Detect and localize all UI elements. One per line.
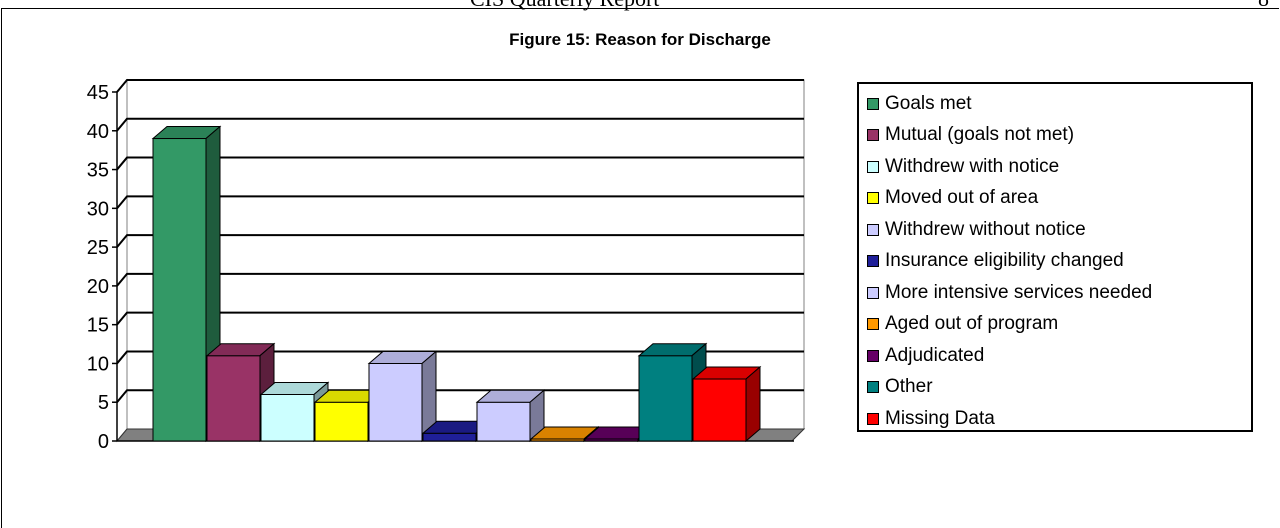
legend-item: Withdrew with notice — [867, 151, 1251, 183]
gridline — [116, 79, 804, 93]
legend-swatch — [867, 412, 879, 425]
y-tick-label: 0 — [98, 431, 109, 453]
y-tick-label: 45 — [87, 82, 109, 104]
legend-swatch — [867, 381, 879, 394]
page-header-title: CIS Quarterly Report — [470, 0, 659, 12]
y-tick-labels: 0 5 10 15 20 25 30 35 40 45 — [87, 82, 109, 453]
bars — [151, 125, 762, 443]
legend-label: Insurance eligibility changed — [885, 250, 1124, 272]
legend-item: More intensive services needed — [867, 277, 1251, 309]
gridline — [116, 156, 804, 171]
legend-label: Other — [885, 376, 933, 398]
legend-swatch — [867, 255, 879, 268]
gridlines — [116, 79, 804, 403]
legend-label: Withdrew without notice — [885, 218, 1086, 240]
legend-label: Mutual (goals not met) — [885, 124, 1075, 146]
legend-item: Goals met — [867, 88, 1251, 120]
legend-item: Insurance eligibility changed — [867, 246, 1251, 278]
chart-frame — [1, 8, 1279, 528]
y-tick-label: 30 — [87, 198, 109, 220]
y-tick-label: 10 — [87, 353, 109, 375]
legend-swatch — [867, 97, 879, 110]
y-tick-label: 40 — [87, 121, 109, 143]
bar — [691, 365, 762, 443]
legend-swatch — [867, 286, 879, 299]
y-tick-label: 20 — [87, 276, 109, 298]
legend-label: Aged out of program — [885, 313, 1059, 335]
bar — [475, 389, 546, 443]
bar — [151, 125, 222, 443]
legend-item: Aged out of program — [867, 309, 1251, 341]
bar-chart: 0 5 10 15 20 25 30 35 40 45 — [87, 78, 806, 453]
gridline — [116, 234, 804, 248]
gridline — [116, 117, 804, 132]
y-tick-label: 25 — [87, 237, 109, 259]
chart-title: Figure 15: Reason for Discharge — [509, 30, 771, 49]
legend-label: More intensive services needed — [885, 281, 1153, 303]
gridline — [116, 389, 804, 403]
legend-swatch — [867, 160, 879, 173]
legend-swatch — [867, 192, 879, 205]
gridline — [116, 350, 804, 365]
gridline — [116, 272, 804, 287]
legend-item: Adjudicated — [867, 340, 1251, 372]
legend-swatch — [867, 318, 879, 331]
legend-swatch — [867, 129, 879, 142]
legend-label: Adjudicated — [885, 344, 985, 366]
legend-label: Moved out of area — [885, 187, 1039, 209]
y-tick-label: 5 — [98, 392, 109, 414]
legend-item: Other — [867, 372, 1251, 404]
legend-label: Missing Data — [885, 407, 995, 429]
legend-item: Mutual (goals not met) — [867, 120, 1251, 152]
legend-label: Goals met — [885, 92, 972, 114]
page-number: 8 — [1258, 0, 1269, 12]
legend-item: Moved out of area — [867, 183, 1251, 215]
legend-label: Withdrew with notice — [885, 155, 1060, 177]
y-tick-label: 35 — [87, 160, 109, 182]
page-header: CIS Quarterly Report 8 — [0, 0, 1280, 12]
legend-item: Missing Data — [867, 403, 1251, 435]
legend: Goals met Mutual (goals not met) Withdrew … — [857, 82, 1253, 432]
side-wall — [116, 78, 128, 443]
y-tick-label: 15 — [87, 315, 109, 337]
legend-item: Withdrew without notice — [867, 214, 1251, 246]
legend-swatch — [867, 349, 879, 362]
gridline — [116, 195, 804, 209]
gridline — [116, 311, 804, 326]
bar — [367, 350, 438, 443]
legend-swatch — [867, 223, 879, 236]
